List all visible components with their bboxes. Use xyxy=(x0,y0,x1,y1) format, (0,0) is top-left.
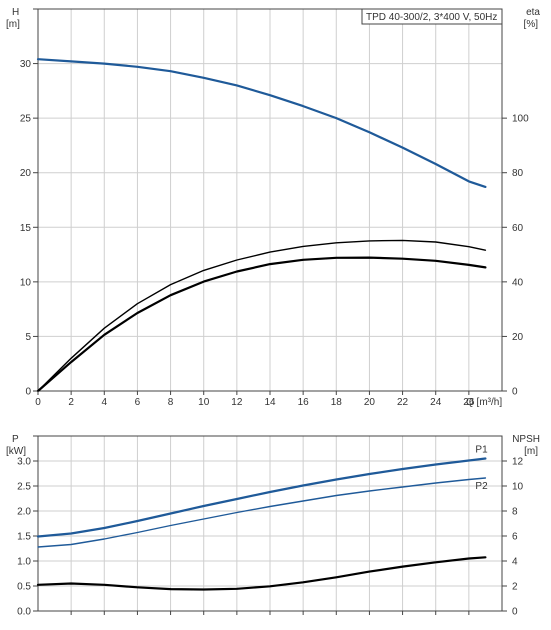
y-left-tick-label: 10 xyxy=(20,277,32,288)
y-right-axis-title: eta xyxy=(526,7,540,18)
x-tick-label: 10 xyxy=(198,397,210,408)
x-tick-label: 22 xyxy=(397,397,409,408)
y-right-tick-label: 2 xyxy=(512,582,518,593)
series-line xyxy=(36,556,487,591)
x-tick-label: 16 xyxy=(298,397,310,408)
y-right-axis-title: NPSH xyxy=(512,434,540,445)
y-left-tick-label: 1.0 xyxy=(17,557,31,568)
x-tick-label: 20 xyxy=(364,397,376,408)
series-label: P1 xyxy=(475,445,488,456)
series-line xyxy=(37,239,487,392)
x-tick-label: 8 xyxy=(168,397,174,408)
y-left-tick-label: 0 xyxy=(25,387,31,398)
y-left-tick-label: 20 xyxy=(20,168,32,179)
y-left-tick-label: 0.0 xyxy=(17,607,31,618)
y-left-tick-label: 1.5 xyxy=(17,532,31,543)
y-left-tick-label: 2.5 xyxy=(17,482,31,493)
y-left-tick-label: 5 xyxy=(25,332,31,343)
x-axis-title: Q [m³/h] xyxy=(466,397,502,408)
x-tick-label: 0 xyxy=(35,397,41,408)
y-right-axis-unit: [%] xyxy=(524,19,539,30)
y-right-tick-label: 60 xyxy=(512,223,524,234)
y-right-tick-label: 10 xyxy=(512,482,524,493)
series-label: P2 xyxy=(475,481,488,492)
series-line xyxy=(37,477,487,548)
x-tick-label: 14 xyxy=(264,397,276,408)
y-right-tick-label: 100 xyxy=(512,114,529,125)
series-line xyxy=(36,457,487,538)
x-tick-label: 12 xyxy=(231,397,243,408)
y-right-tick-label: 0 xyxy=(512,607,518,618)
y-right-tick-label: 12 xyxy=(512,457,524,468)
y-left-tick-label: 25 xyxy=(20,114,32,125)
y-right-tick-label: 80 xyxy=(512,168,524,179)
series-line xyxy=(36,256,487,393)
y-left-tick-label: 0.5 xyxy=(17,582,31,593)
y-left-axis-unit: [kW] xyxy=(6,446,26,457)
y-left-tick-label: 3.0 xyxy=(17,457,31,468)
x-tick-label: 18 xyxy=(331,397,343,408)
y-right-tick-label: 0 xyxy=(512,387,518,398)
chart-title-box xyxy=(361,8,503,25)
y-right-tick-label: 20 xyxy=(512,332,524,343)
y-left-tick-label: 2.0 xyxy=(17,507,31,518)
y-left-axis-title: P xyxy=(12,434,19,445)
y-right-tick-label: 6 xyxy=(512,532,518,543)
y-right-tick-label: 8 xyxy=(512,507,518,518)
y-left-axis-unit: [m] xyxy=(6,19,20,30)
y-left-tick-label: 30 xyxy=(20,59,32,70)
y-left-tick-label: 15 xyxy=(20,223,32,234)
y-right-tick-label: 40 xyxy=(512,277,524,288)
y-right-axis-unit: [m] xyxy=(524,446,538,457)
x-tick-label: 6 xyxy=(135,397,141,408)
y-left-axis-title: H xyxy=(12,7,19,18)
y-right-tick-label: 4 xyxy=(512,557,518,568)
series-line xyxy=(36,58,487,188)
x-tick-label: 4 xyxy=(102,397,108,408)
chart-title: TPD 40-300/2, 3*400 V, 50Hz xyxy=(366,12,497,23)
x-tick-label: 2 xyxy=(68,397,74,408)
x-tick-label: 26 xyxy=(463,397,475,408)
x-tick-label: 24 xyxy=(430,397,442,408)
